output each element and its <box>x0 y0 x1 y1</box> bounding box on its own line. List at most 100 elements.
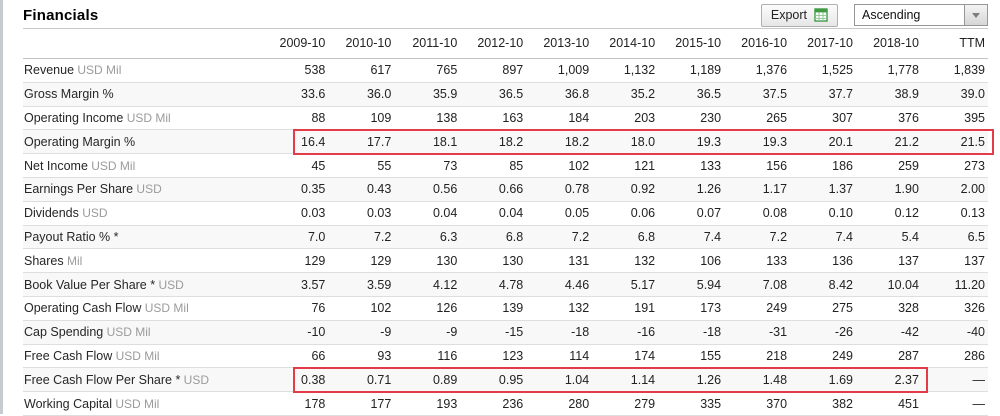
value-cell: 20.1 <box>790 129 856 155</box>
table-row: Gross Margin % 33.6 36.0 35.9 36.5 36.8 35.2 36… <box>23 82 988 107</box>
value-cell: 116 <box>394 344 461 369</box>
row-label: Cap Spending USD Mil <box>23 320 263 345</box>
value-cell: 6.8 <box>592 225 659 250</box>
value-cell: 765 <box>394 58 461 83</box>
value-cell: 279 <box>592 391 659 416</box>
financials-table-wrap: 2009-10 2010-10 2011-10 2012-10 2013-10 2014-… <box>3 28 1000 416</box>
table-row: Free Cash Flow USD Mil 66 93 116 123 114 174 15… <box>23 344 988 369</box>
value-cell: 6.5 <box>921 225 988 250</box>
value-cell: 17.7 <box>328 129 395 155</box>
row-unit: USD Mil <box>123 110 171 125</box>
value-cell: 0.66 <box>460 177 527 202</box>
value-cell: 19.3 <box>724 129 791 155</box>
value-cell: 102 <box>526 153 593 178</box>
table-row: Working Capital USD Mil 178 177 193 236 280 27… <box>23 391 988 416</box>
value-cell: 133 <box>658 153 725 178</box>
value-cell: 38.9 <box>856 82 922 107</box>
value-cell: 1.69 <box>790 367 856 393</box>
value-cell: -18 <box>526 320 593 345</box>
value-cell: 451 <box>856 391 922 416</box>
row-label: Operating Margin % <box>23 129 263 155</box>
value-cell: 0.89 <box>394 367 461 393</box>
chevron-down-icon[interactable] <box>964 5 987 25</box>
value-cell: 36.5 <box>460 82 527 107</box>
value-cell: 136 <box>790 248 856 274</box>
value-cell: 7.2 <box>328 225 395 250</box>
value-cell: 186 <box>790 153 856 178</box>
value-cell: 0.12 <box>856 201 922 226</box>
value-cell: 1,009 <box>526 58 593 83</box>
value-cell: 1.26 <box>658 177 725 202</box>
value-cell: 174 <box>592 344 659 369</box>
table-row: Shares Mil 129 129 130 130 131 132 106 133 136 137… <box>23 248 988 274</box>
value-cell: 33.6 <box>262 82 329 107</box>
value-cell: 36.0 <box>328 82 395 107</box>
column-header-empty <box>23 28 263 59</box>
column-header: 2018-10 <box>856 28 922 59</box>
row-label: Payout Ratio % * <box>23 225 263 250</box>
value-cell: 236 <box>460 391 527 416</box>
value-cell: 102 <box>328 296 395 321</box>
value-cell: -26 <box>790 320 856 345</box>
value-cell: 10.04 <box>856 272 922 297</box>
value-cell: 123 <box>460 344 527 369</box>
value-cell: 132 <box>592 248 659 274</box>
value-cell: 85 <box>460 153 527 178</box>
value-cell: 88 <box>262 106 329 131</box>
value-cell: 4.12 <box>394 272 461 297</box>
value-cell: 131 <box>526 248 593 274</box>
value-cell: 129 <box>262 248 329 274</box>
value-cell: 0.10 <box>790 201 856 226</box>
value-cell: 5.94 <box>658 272 725 297</box>
row-label: Book Value Per Share * USD <box>23 272 263 297</box>
value-cell: 177 <box>328 391 395 416</box>
value-cell: 1,189 <box>658 58 725 83</box>
value-cell: 265 <box>724 106 791 131</box>
value-cell: 6.3 <box>394 225 461 250</box>
value-cell: 1.04 <box>526 367 593 393</box>
table-row: Revenue USD Mil 538 617 765 897 1,009 1,132 1,1… <box>23 58 988 83</box>
value-cell: 897 <box>460 58 527 83</box>
row-unit: Mil <box>63 253 83 268</box>
value-cell: 184 <box>526 106 593 131</box>
sort-order-value: Ascending <box>862 8 921 22</box>
value-cell: 73 <box>394 153 461 178</box>
row-unit: USD Mil <box>103 325 151 340</box>
row-unit: USD Mil <box>141 301 189 316</box>
value-cell: 0.95 <box>460 367 527 393</box>
value-cell: 286 <box>921 344 988 369</box>
value-cell: -40 <box>921 320 988 345</box>
value-cell: 36.8 <box>526 82 593 107</box>
value-cell: 0.07 <box>658 201 725 226</box>
value-cell: 130 <box>460 248 527 274</box>
export-button-label: Export <box>770 8 807 22</box>
value-cell: 0.08 <box>724 201 791 226</box>
value-cell: 18.0 <box>592 129 659 155</box>
value-cell: 2.37 <box>856 367 922 393</box>
value-cell: 55 <box>328 153 395 178</box>
value-cell: — <box>921 367 988 393</box>
value-cell: 39.0 <box>921 82 988 107</box>
column-header: 2017-10 <box>790 28 856 59</box>
value-cell: 130 <box>394 248 461 274</box>
value-cell: 249 <box>790 344 856 369</box>
value-cell: 11.20 <box>921 272 988 297</box>
table-row: Free Cash Flow Per Share * USD 0.38 0.71 0.… <box>23 367 988 393</box>
value-cell: -15 <box>460 320 527 345</box>
table-row: Net Income USD Mil 45 55 73 85 102 121 133 156 18… <box>23 153 988 178</box>
export-button[interactable]: Export <box>760 3 838 27</box>
value-cell: 5.4 <box>856 225 922 250</box>
value-cell: 8.42 <box>790 272 856 297</box>
value-cell: 1,376 <box>724 58 791 83</box>
value-cell: 0.04 <box>460 201 527 226</box>
sort-order-select[interactable]: Ascending <box>854 4 988 26</box>
column-header: TTM <box>921 28 988 59</box>
value-cell: — <box>921 391 988 416</box>
value-cell: 133 <box>724 248 791 274</box>
value-cell: 137 <box>856 248 922 274</box>
row-label: Gross Margin % <box>23 82 263 107</box>
value-cell: -42 <box>856 320 922 345</box>
table-row: Dividends USD 0.03 0.03 0.04 0.04 0.05 0.06 0.0… <box>23 201 988 226</box>
column-header: 2014-10 <box>592 28 659 59</box>
value-cell: 132 <box>526 296 593 321</box>
